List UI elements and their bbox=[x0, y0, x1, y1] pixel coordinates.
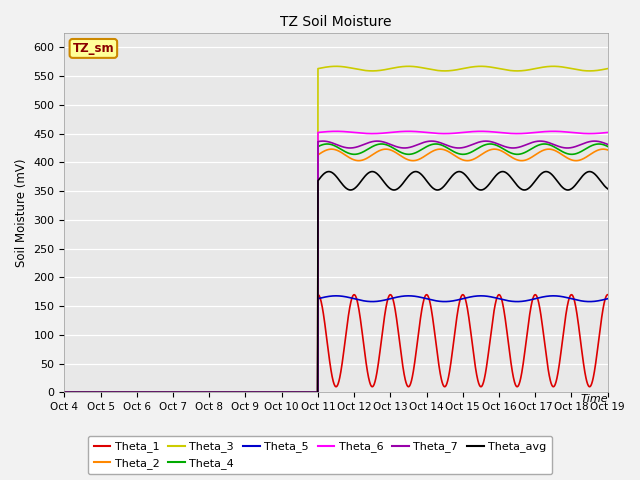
Theta_1 bbox=[588, 380, 596, 386]
Line: Theta_2: Theta_2 bbox=[65, 149, 608, 393]
Theta_avg bbox=[588, 169, 596, 175]
Theta_4 bbox=[310, 390, 318, 396]
Theta_3 bbox=[588, 68, 596, 74]
Theta_6 bbox=[588, 131, 596, 136]
Theta_7 bbox=[61, 390, 68, 396]
Theta_5 bbox=[488, 294, 496, 300]
Theta_avg bbox=[310, 390, 318, 396]
Theta_6 bbox=[324, 129, 332, 134]
Theta_5 bbox=[588, 299, 596, 304]
Theta_4 bbox=[488, 141, 496, 147]
Theta_7 bbox=[588, 138, 596, 144]
Theta_7 bbox=[88, 390, 96, 396]
Text: Time: Time bbox=[580, 394, 608, 404]
Theta_3 bbox=[488, 64, 496, 70]
Theta_2 bbox=[328, 146, 335, 152]
Theta_3 bbox=[324, 64, 332, 70]
Line: Theta_1: Theta_1 bbox=[65, 295, 608, 393]
Line: Theta_3: Theta_3 bbox=[65, 66, 608, 393]
Line: Theta_6: Theta_6 bbox=[65, 132, 608, 393]
Theta_2 bbox=[588, 150, 596, 156]
Theta_3 bbox=[588, 68, 596, 74]
Theta_1 bbox=[604, 292, 612, 298]
Line: Theta_avg: Theta_avg bbox=[65, 171, 608, 393]
Theta_2 bbox=[88, 390, 96, 396]
Theta_1 bbox=[61, 390, 68, 396]
Theta_1 bbox=[588, 381, 595, 387]
Theta_5 bbox=[604, 296, 612, 301]
Theta_avg bbox=[88, 390, 96, 396]
Theta_1 bbox=[310, 390, 318, 396]
Theta_3 bbox=[61, 390, 68, 396]
Line: Theta_5: Theta_5 bbox=[65, 296, 608, 393]
Theta_3 bbox=[310, 390, 318, 396]
Theta_7 bbox=[310, 390, 318, 396]
Line: Theta_4: Theta_4 bbox=[65, 144, 608, 393]
Theta_7 bbox=[319, 138, 326, 144]
Theta_2 bbox=[61, 390, 68, 396]
Theta_2 bbox=[488, 146, 496, 152]
Theta_2 bbox=[310, 390, 318, 396]
Theta_7 bbox=[488, 139, 496, 145]
Theta_avg bbox=[488, 177, 496, 183]
Theta_4 bbox=[61, 390, 68, 396]
Theta_6 bbox=[88, 390, 96, 396]
Theta_2 bbox=[604, 147, 612, 153]
Theta_3 bbox=[404, 63, 412, 69]
Theta_avg bbox=[325, 168, 333, 174]
Theta_5 bbox=[404, 293, 412, 299]
Theta_4 bbox=[323, 141, 331, 147]
Theta_3 bbox=[604, 66, 612, 72]
Theta_avg bbox=[61, 390, 68, 396]
Theta_2 bbox=[588, 150, 596, 156]
Theta_7 bbox=[325, 139, 333, 145]
Line: Theta_7: Theta_7 bbox=[65, 141, 608, 393]
Theta_3 bbox=[88, 390, 96, 396]
Theta_1 bbox=[488, 321, 496, 326]
Theta_4 bbox=[588, 143, 596, 148]
Legend: Theta_1, Theta_2, Theta_3, Theta_4, Theta_5, Theta_6, Theta_7, Theta_avg: Theta_1, Theta_2, Theta_3, Theta_4, Thet… bbox=[88, 436, 552, 474]
Theta_4 bbox=[325, 141, 333, 147]
Theta_5 bbox=[310, 390, 318, 396]
Theta_6 bbox=[588, 131, 596, 136]
Theta_5 bbox=[324, 294, 332, 300]
Theta_avg bbox=[324, 168, 332, 174]
Theta_avg bbox=[588, 169, 596, 175]
Text: TZ_sm: TZ_sm bbox=[72, 42, 114, 55]
Theta_4 bbox=[604, 144, 612, 149]
Theta_5 bbox=[61, 390, 68, 396]
Theta_7 bbox=[588, 138, 596, 144]
Theta_6 bbox=[604, 130, 612, 135]
Theta_1 bbox=[324, 350, 332, 356]
Theta_5 bbox=[88, 390, 96, 396]
Theta_2 bbox=[324, 146, 332, 152]
Title: TZ Soil Moisture: TZ Soil Moisture bbox=[280, 15, 392, 29]
Theta_4 bbox=[88, 390, 96, 396]
Theta_avg bbox=[604, 186, 612, 192]
Theta_6 bbox=[404, 129, 412, 134]
Theta_7 bbox=[604, 142, 612, 147]
Theta_5 bbox=[588, 299, 596, 304]
Theta_4 bbox=[588, 143, 596, 148]
Theta_6 bbox=[61, 390, 68, 396]
Theta_1 bbox=[88, 390, 96, 396]
Theta_6 bbox=[488, 129, 496, 135]
Y-axis label: Soil Moisture (mV): Soil Moisture (mV) bbox=[15, 158, 28, 267]
Theta_6 bbox=[310, 390, 318, 396]
